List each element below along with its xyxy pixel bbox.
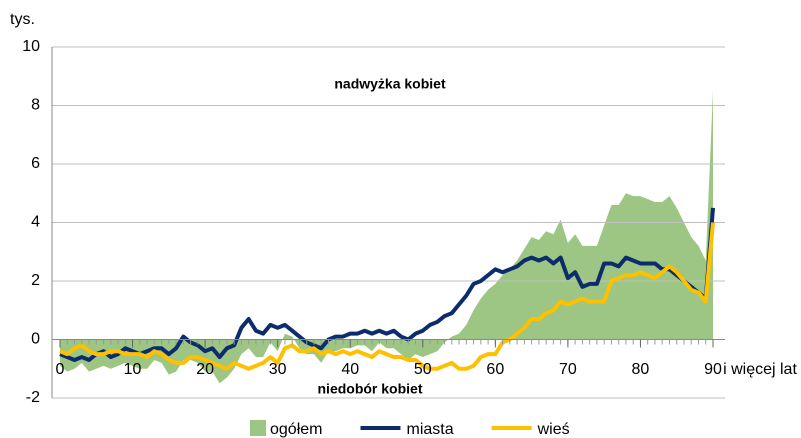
x-tick-label: 10	[124, 361, 142, 378]
x-tick-label: 20	[196, 361, 214, 378]
legend-label: ogółem	[270, 421, 322, 438]
x-axis-label: i więcej lat	[723, 361, 797, 378]
y-tick-label: 2	[31, 272, 40, 289]
y-tick-label: 6	[31, 155, 40, 172]
legend-item: ogółem	[250, 420, 322, 438]
x-tick-label: 40	[341, 361, 359, 378]
x-tick-label: 70	[559, 361, 577, 378]
annotation: niedobór kobiet	[318, 381, 423, 397]
y-tick-label: 0	[31, 331, 40, 348]
y-tick-label: 10	[22, 38, 40, 55]
y-unit: tys.	[10, 11, 35, 28]
line	[59, 222, 715, 371]
legend-label: miasta	[406, 421, 453, 438]
y-tick-label: 4	[31, 214, 40, 231]
x-tick-label: 80	[632, 361, 650, 378]
legend-item: wieś	[491, 421, 570, 438]
legend-label: wieś	[537, 421, 570, 438]
annotation: nadwyżka kobiet	[334, 76, 446, 92]
x-tick-label: 90	[704, 361, 722, 378]
x-tick-label: 60	[486, 361, 504, 378]
legend-item: miasta	[360, 421, 454, 438]
legend-swatch	[250, 420, 266, 436]
x-tick-label: 50	[414, 361, 432, 378]
y-tick-label: -2	[26, 389, 40, 406]
x-tick-label: 30	[269, 361, 287, 378]
y-tick-label: 8	[31, 97, 40, 114]
x-tick-label: 0	[56, 361, 65, 378]
line	[59, 207, 715, 362]
